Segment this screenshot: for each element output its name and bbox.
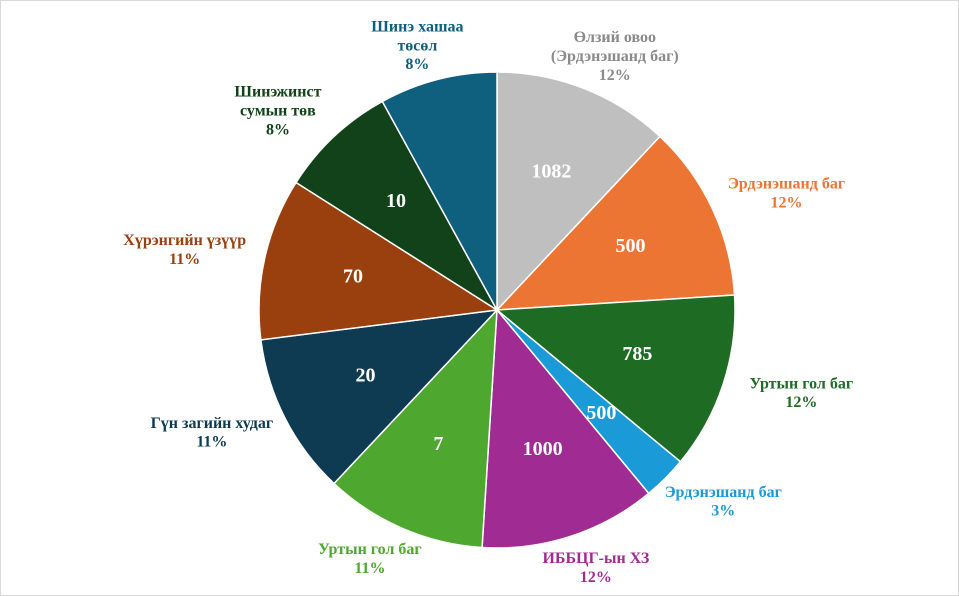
pie-slice [258,181,500,341]
percent-label: 12% [771,194,803,211]
pie-slice [481,308,650,549]
inner-label: 500 [616,235,646,257]
inner-label: 20 [356,365,376,387]
pie-slice [260,308,499,485]
percent-label: 11% [169,251,200,268]
category-line: төсөл [397,37,437,54]
pie-slice [496,71,661,312]
category-line: Эрдэнэшанд баг [665,484,782,501]
category-line: Хүрэнгийн үзүүр [123,232,246,249]
percent-label: 11% [354,560,385,577]
category-line: Шинэ хашаа [371,18,463,35]
category-line: ИББЦГ-ын ХЗ [542,550,649,567]
inner-label: 10 [386,190,406,212]
category-line: Гүн загийн худаг [151,415,274,432]
category-label: Шинэжинст сумын төв [234,83,321,119]
category-label: Эрдэнэшанд баг [728,175,845,192]
inner-label: 785 [622,343,652,365]
category-line: Эрдэнэшанд баг [728,175,845,192]
inner-label: 7 [433,433,443,455]
category-line: Уртын гол баг [750,375,854,392]
percent-label: 12% [599,67,631,84]
category-label: Эрдэнэшанд баг [665,484,782,501]
inner-label: 1082 [531,160,571,182]
percent-label: 8% [405,56,429,73]
category-label: Өлзий овоо (Эрдэнэшанд баг) [551,29,679,65]
category-line: сумын төв [240,102,316,119]
category-line: Өлзий овоо [574,29,656,46]
pie-slice [495,294,736,463]
category-line: Уртын гол баг [318,541,422,558]
category-label: ИББЦГ-ын ХЗ [542,550,649,567]
percent-label: 12% [785,394,817,411]
pie-slice [295,100,498,311]
pie-slice [333,307,498,549]
category-label: Уртын гол баг [318,541,422,558]
inner-label: 1000 [523,438,563,460]
inner-label: 70 [343,265,363,287]
category-label: Уртын гол баг [750,375,854,392]
category-line: Шинэжинст [234,83,321,100]
percent-label: 3% [711,503,735,520]
pie-slice [495,135,736,311]
category-label: Гүн загийн худаг [151,415,274,432]
percent-label: 12% [580,569,612,586]
category-label: Хүрэнгийн үзүүр [123,232,246,249]
category-line: (Эрдэнэшанд баг) [551,48,679,65]
percent-label: 11% [196,434,227,451]
pie-slice [381,71,498,311]
percent-label: 8% [266,121,290,138]
inner-label: 500 [586,402,616,424]
category-label: Шинэ хашаа төсөл [371,18,463,54]
